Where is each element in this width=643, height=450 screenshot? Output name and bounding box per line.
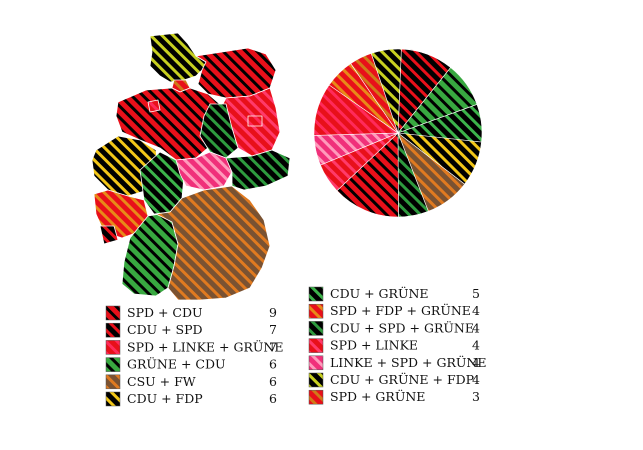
legend-value: 4 <box>472 303 480 318</box>
pie-slice-spd-cdu <box>336 132 399 218</box>
legend-label: SPD + FDP + GRÜNE <box>330 302 471 318</box>
legend-value: 7 <box>269 322 277 337</box>
legend-value: 6 <box>269 357 277 372</box>
legend-label: CSU + FW <box>127 374 196 389</box>
legend-item-spd-cdu: SPD + CDU 9 <box>105 305 277 321</box>
legend-label: GRÜNE + CDU <box>127 356 226 372</box>
map-state-sachsen <box>225 149 291 191</box>
map-state-bayern <box>155 185 271 301</box>
map-state-berlin <box>247 115 263 127</box>
legend-swatch <box>105 391 121 407</box>
map-state-schleswig-holstein <box>149 32 207 83</box>
legend-swatch <box>308 355 324 371</box>
legend-label: LINKE + SPD + GRÜNE <box>330 354 486 370</box>
legend-value: 6 <box>269 391 277 406</box>
legend-swatch <box>105 340 121 355</box>
legend-swatch <box>308 286 324 302</box>
legend-item-cdu-fdp: CDU + FDP 6 <box>105 391 277 407</box>
legend-label: CDU + GRÜNE + FDP <box>330 371 474 387</box>
legend-swatch <box>308 372 324 388</box>
legend-value: 3 <box>472 389 480 404</box>
legend-label: CDU + SPD + GRÜNE <box>330 319 474 335</box>
legend-item-spd-gruene: SPD + GRÜNE 3 <box>308 388 480 405</box>
legend-label: CDU + SPD <box>127 322 203 337</box>
legend-value: 9 <box>269 305 277 320</box>
pie-chart <box>313 48 483 218</box>
legend-label: SPD + GRÜNE <box>330 388 425 404</box>
legend-swatch <box>308 389 324 405</box>
legend-label: CDU + GRÜNE <box>330 285 429 301</box>
legend-label: CDU + FDP <box>127 391 203 406</box>
legend-item-gruene-cdu: GRÜNE + CDU 6 <box>105 356 277 372</box>
legend-label: SPD + LINKE + GRÜNE <box>127 338 283 354</box>
germany-map <box>91 32 291 301</box>
legend-value: 7 <box>269 339 277 354</box>
map-state-thueringen <box>175 151 233 191</box>
legend-swatch <box>105 322 121 338</box>
map-state-saarland <box>99 225 119 245</box>
legend-item-spd-linke: SPD + LINKE 4 <box>308 338 480 353</box>
legend-label: SPD + CDU <box>127 305 203 320</box>
legend-value: 4 <box>472 355 480 370</box>
legend-value: 5 <box>472 286 480 301</box>
legend-swatch <box>105 305 121 321</box>
legend-swatch <box>308 321 324 336</box>
legend-swatch <box>105 374 121 390</box>
pie-slice-cdu-gruene-fdp <box>370 48 402 134</box>
map-state-bremen <box>147 99 161 113</box>
legend-label: SPD + LINKE <box>330 338 418 353</box>
legend-value: 4 <box>472 372 480 387</box>
legend-value: 4 <box>472 338 480 353</box>
legend-item-csu-fw: CSU + FW 6 <box>105 374 277 390</box>
legend-item-cdu-gruene: CDU + GRÜNE 5 <box>308 285 480 302</box>
legend-swatch <box>308 303 324 319</box>
legend-item-spd-fdp-gruene: SPD + FDP + GRÜNE 4 <box>308 302 480 319</box>
legend-value: 6 <box>269 374 277 389</box>
legend-value: 4 <box>472 320 480 335</box>
legend-item-cdu-spd: CDU + SPD 7 <box>105 322 277 338</box>
legend-swatch <box>105 357 121 372</box>
legend-swatch <box>308 338 324 353</box>
